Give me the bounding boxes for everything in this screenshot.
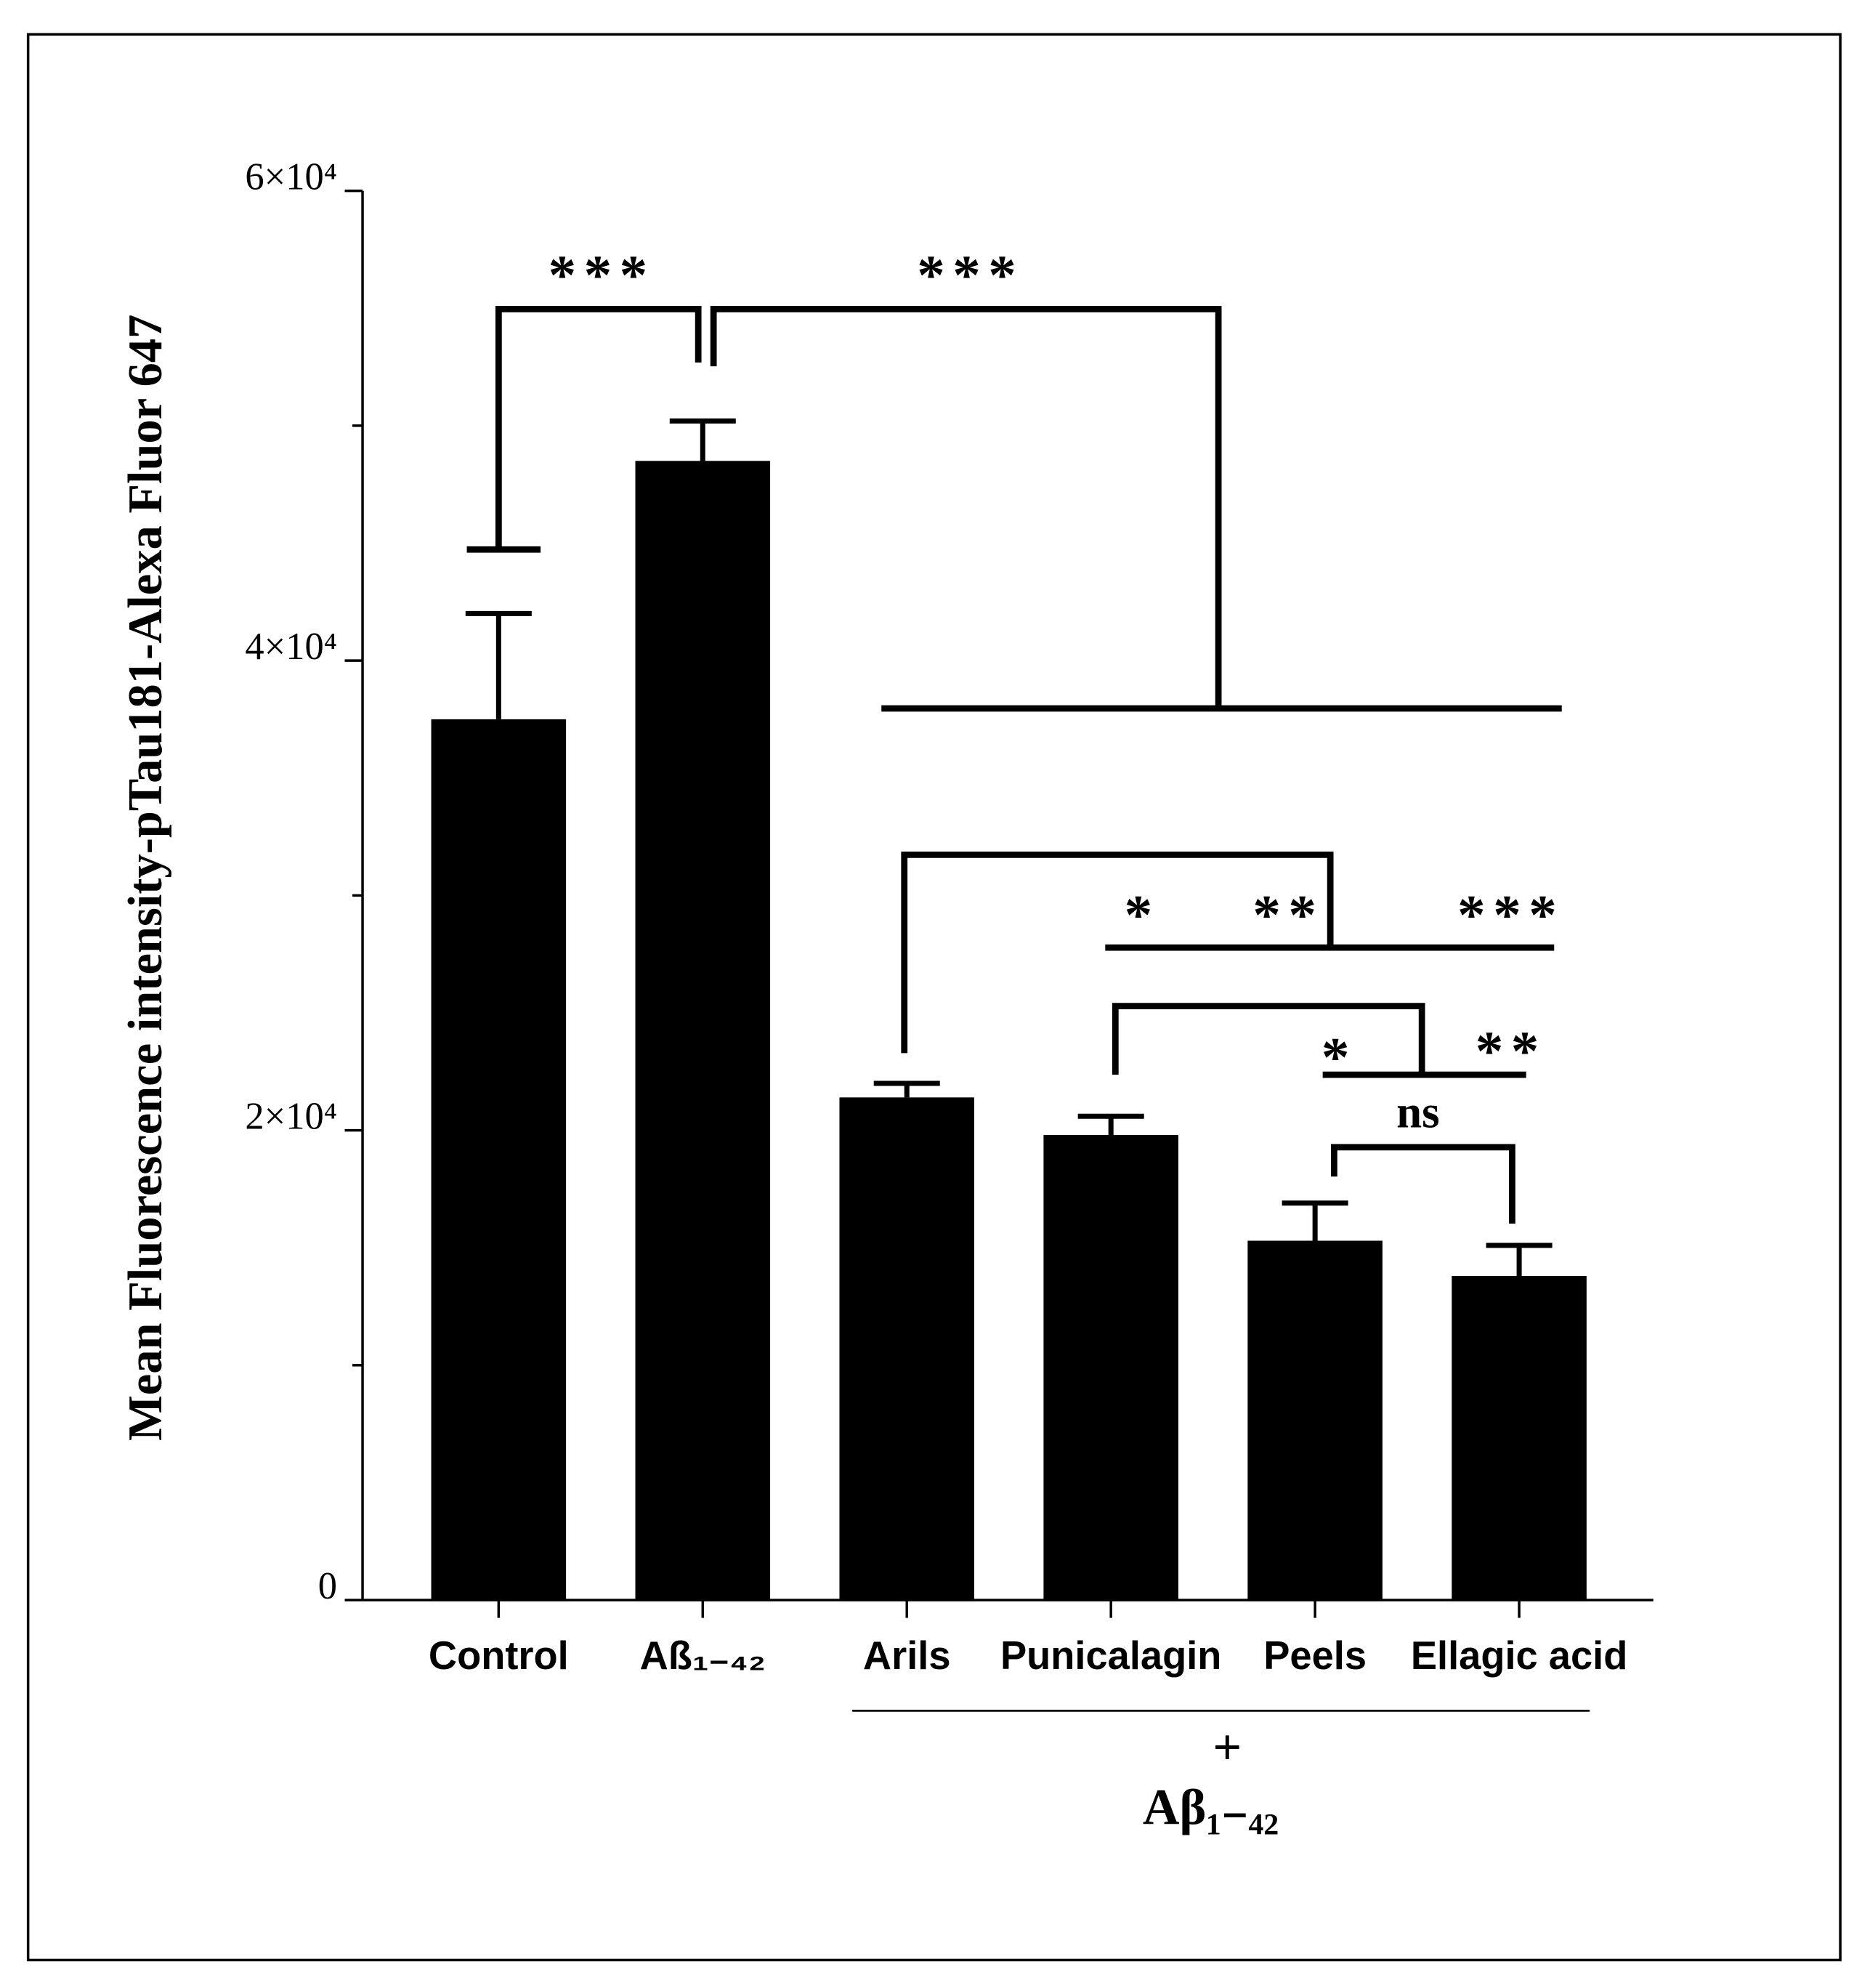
significance-label: *: [1125, 884, 1160, 946]
frame: [26, 33, 1842, 1962]
bracket: [1331, 1144, 1515, 1224]
bracket: [710, 305, 1222, 709]
x-tick-label: Control: [429, 1634, 569, 1678]
y-tick-label: 0: [318, 1565, 337, 1607]
bar: [1452, 1276, 1587, 1601]
y-axis-label: Mean Fluorescence intensity-pTau181-Alex…: [119, 315, 172, 1441]
y-tick-label: 6×10⁴: [245, 156, 337, 198]
bar: [1043, 1135, 1178, 1601]
x-tick-label: Peels: [1263, 1634, 1367, 1678]
significance-label: ***: [917, 244, 1024, 307]
bar: [839, 1097, 975, 1601]
x-tick-label: Aß₁₋₄₂: [640, 1634, 766, 1678]
bracket: [1112, 1003, 1425, 1075]
bar: [635, 461, 771, 1601]
significance-label: ns: [1396, 1086, 1440, 1137]
x-tick-label: Punicalagin: [1000, 1634, 1221, 1678]
significance-label: **: [1476, 1019, 1547, 1082]
group-label: +: [1213, 1720, 1242, 1776]
bracket: [495, 305, 702, 550]
group-label: Aβ₁₋₄₂: [1143, 1779, 1279, 1835]
y-tick-label: 4×10⁴: [245, 626, 337, 668]
significance-brackets: [466, 305, 1562, 1224]
significance-label: **: [1252, 884, 1324, 946]
bar: [1247, 1240, 1383, 1601]
bracket: [901, 851, 1334, 1054]
significance-label: *: [1321, 1026, 1357, 1088]
significance-label: ***: [549, 244, 655, 307]
significance-label: ***: [1457, 884, 1564, 946]
y-tick-label: 2×10⁴: [245, 1096, 337, 1138]
x-tick-label: Arils: [863, 1634, 951, 1678]
bar: [431, 719, 567, 1601]
x-tick-label: Ellagic acid: [1411, 1634, 1628, 1678]
